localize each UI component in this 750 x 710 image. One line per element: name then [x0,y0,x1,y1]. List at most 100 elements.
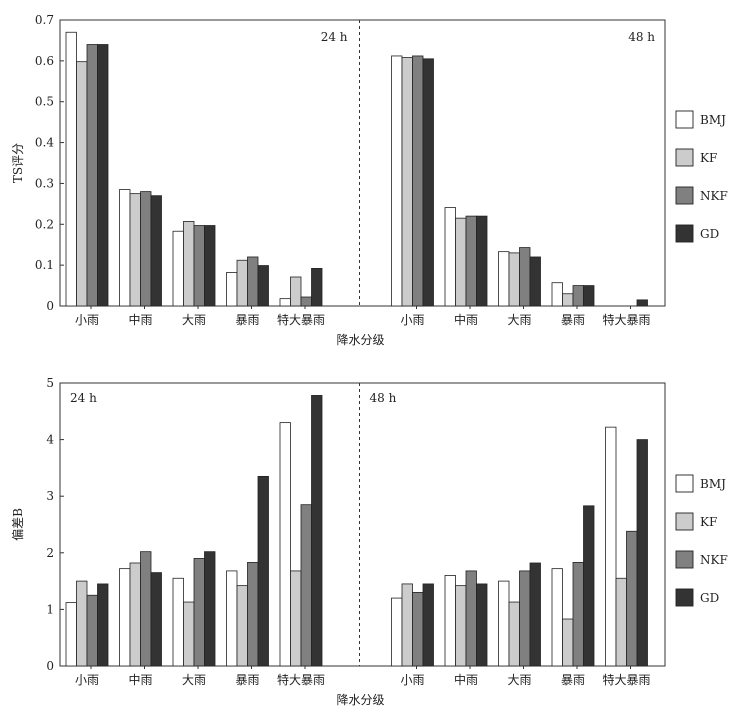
bar-nkf [465,215,477,307]
bar-kf [236,259,248,307]
x-tick-label: 中雨 [128,672,152,687]
x-tick-label: 中雨 [454,312,478,327]
bar-bmj [119,189,131,307]
group-2: 小雨 中雨 大雨 暴雨 特大暴雨 48 h [391,30,655,327]
bar-gd [529,562,541,667]
legend-label-nkf: NKF [700,189,728,203]
bar-nkf [86,44,98,307]
bar-gd [150,572,162,667]
legend-swatch-kf [675,148,694,167]
panel-label: 24 h [70,391,97,405]
bar-gd [257,265,269,307]
bar-bmj [226,570,238,667]
y-tick-label: 4 [46,433,54,447]
bar-nkf [519,247,531,307]
bar-gd [97,583,109,667]
bar-gd [257,475,269,667]
y-tick-label: 0.4 [35,136,54,150]
bar-nkf [572,285,584,307]
bar-kf [236,585,248,667]
bar-nkf [140,551,152,667]
y-tick-label: 0.6 [35,54,54,68]
bar-kf [76,61,88,307]
bar-gd [636,439,648,667]
bar-gd [422,58,434,307]
panel-label: 48 h [370,391,397,405]
x-tick-label: 特大暴雨 [277,672,325,687]
bar-gd [476,583,488,667]
legend-label-gd: GD [700,227,719,241]
x-tick-label: 中雨 [454,672,478,687]
group-1: 小雨 中雨 大雨 暴雨 特大暴雨 24 h [65,391,325,687]
legend: BMJ KF NKF GD [675,110,728,243]
bar-bmj [391,55,403,307]
bar-bmj [498,580,510,667]
bar-gd [422,583,434,667]
legend: BMJ KF NKF GD [675,474,728,607]
bar-gd [476,215,488,307]
x-tick-label: 小雨 [400,313,424,327]
bar-bmj [119,568,131,667]
x-tick-label: 小雨 [75,673,99,687]
y-tick-label: 5 [46,376,54,390]
legend-swatch-bmj [675,474,694,493]
legend-swatch-nkf [675,550,694,569]
bar-gd [636,299,648,307]
bar-kf [76,580,88,667]
x-tick-label: 暴雨 [235,313,259,327]
bar-gd [204,225,216,307]
y-tick-label: 0.5 [35,95,54,109]
bar-bmj [444,207,456,307]
y-tick-label: 1 [46,602,54,616]
x-axis-label: 降水分级 [336,693,384,707]
legend-label-kf: KF [700,151,717,165]
bar-kf [290,570,302,667]
bar-nkf [519,570,531,667]
x-tick-label: 小雨 [400,673,424,687]
x-tick-label: 中雨 [128,312,152,327]
x-tick-label: 特大暴雨 [602,312,650,327]
bar-gd [583,505,595,667]
x-tick-label: 暴雨 [235,673,259,687]
bar-kf [129,562,141,667]
x-tick-label: 特大暴雨 [277,312,325,327]
y-tick-label: 3 [46,489,54,503]
bar-bmj [65,31,77,307]
legend-swatch-gd [675,224,694,243]
y-tick-label: 0 [46,659,54,673]
legend-swatch-nkf [675,186,694,205]
bar-gd [204,551,216,667]
y-axis-label: 偏差B [10,508,25,541]
x-tick-label: 特大暴雨 [602,672,650,687]
bar-kf [183,221,195,307]
bar-kf [455,585,467,667]
bar-nkf [465,570,477,667]
bar-kf [183,601,195,667]
legend-swatch-kf [675,512,694,531]
bar-nkf [626,530,638,667]
bar-kf [615,577,627,667]
bar-nkf [300,296,312,307]
bar-bmj [605,426,617,667]
bar-gd [150,195,162,307]
plot-frame [59,19,666,307]
bar-bmj [279,422,291,667]
bar-nkf [193,558,205,667]
bar-bmj [551,282,563,307]
group-2: 小雨 中雨 大雨 暴雨 特大暴雨 48 h [370,391,651,687]
bar-bmj [172,577,184,667]
bar-nkf [300,504,312,667]
legend-label-bmj: BMJ [700,477,726,491]
bar-kf [508,601,520,667]
bar-nkf [193,225,205,307]
y-tick-label: 0.7 [35,13,54,27]
bar-nkf [412,592,424,667]
bar-bmj [65,602,77,667]
panel-label: 48 h [628,30,655,44]
group-1: 小雨 中雨 大雨 暴雨 特大暴雨 24 h [65,30,348,327]
y-tick-label: 0.2 [35,217,54,231]
legend-swatch-gd [675,588,694,607]
x-tick-label: 大雨 [182,313,206,327]
bar-bmj [391,597,403,667]
